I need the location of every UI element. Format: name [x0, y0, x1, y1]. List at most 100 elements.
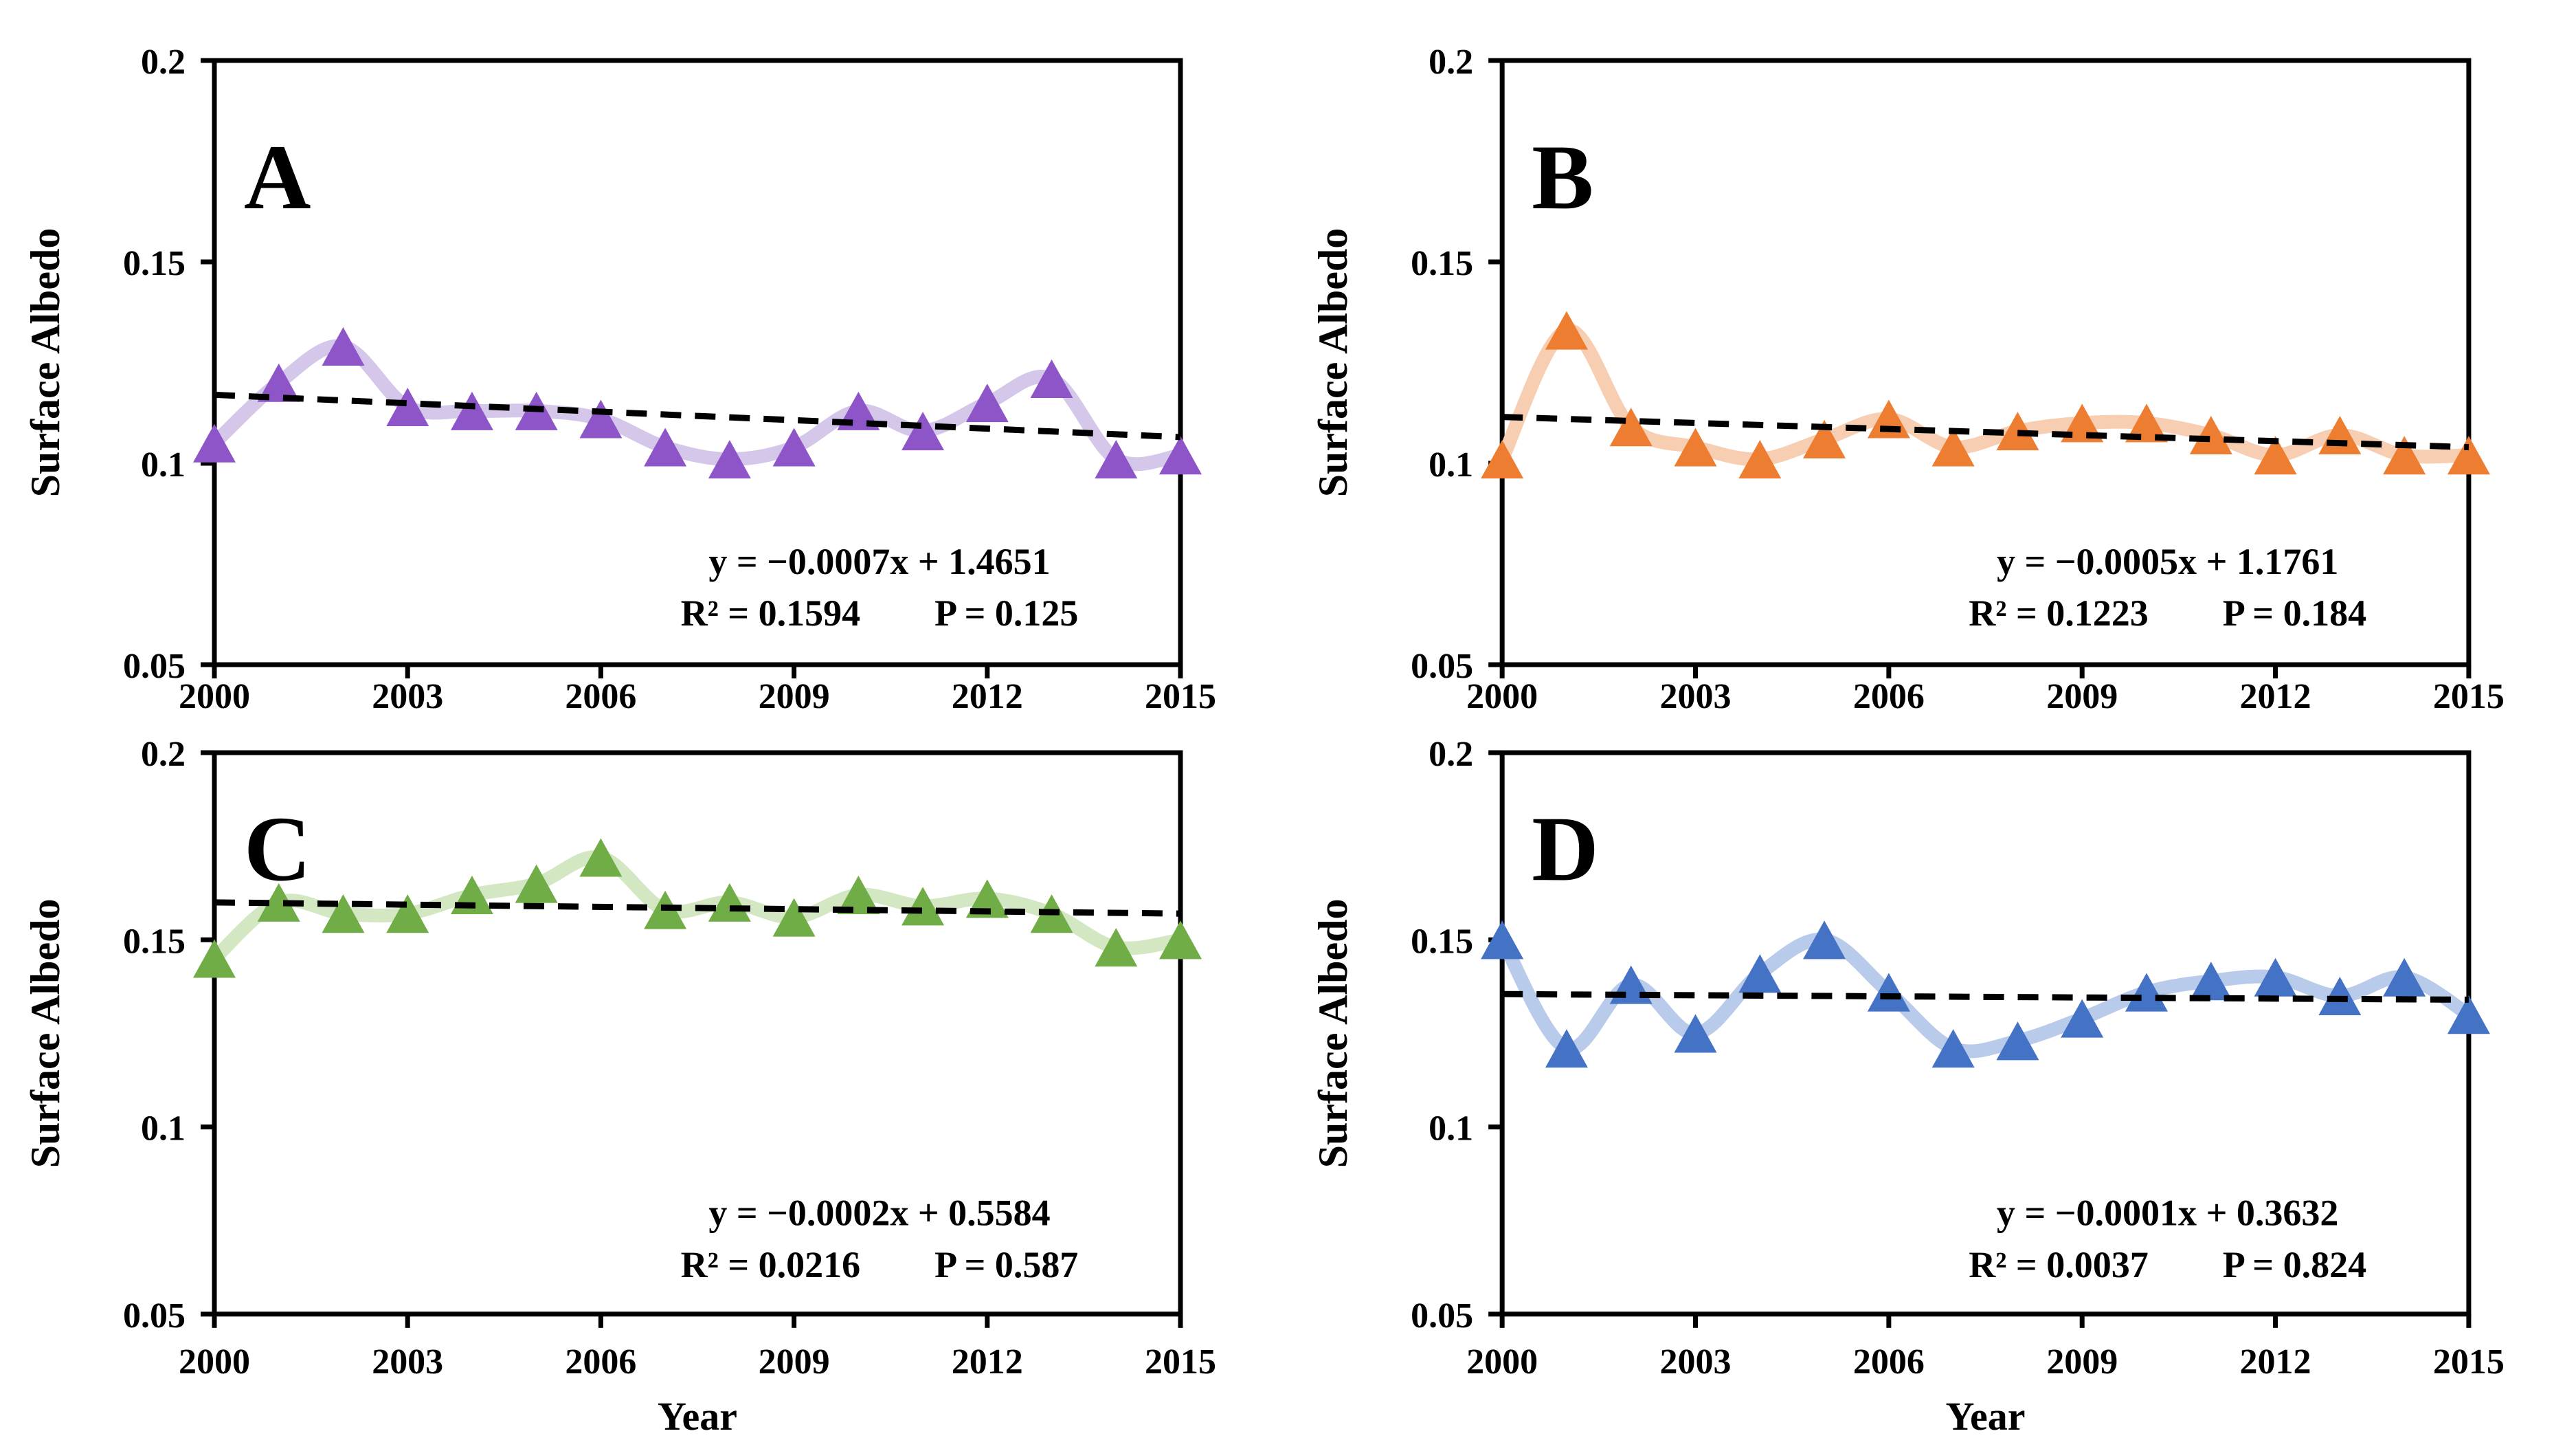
data-point-marker — [257, 883, 300, 922]
x-tick-label: 2000 — [179, 1342, 250, 1382]
r2-p-text: R² = 0.1594 P = 0.125 — [681, 592, 1079, 634]
x-tick-label: 2012 — [952, 1342, 1023, 1382]
data-point-marker — [837, 875, 880, 914]
equation-text: y = −0.0002x + 0.5584 — [708, 1193, 1050, 1234]
x-tick-label: 2003 — [372, 1342, 443, 1382]
data-point-marker — [1738, 954, 1782, 993]
x-tick-label: 2000 — [1466, 1342, 1538, 1382]
data-point-marker — [1159, 920, 1202, 960]
data-point-marker — [579, 838, 623, 877]
x-tick-label: 2006 — [1853, 677, 1925, 716]
y-tick-label: 0.15 — [1411, 244, 1473, 283]
data-point-marker — [708, 440, 751, 479]
plot-border — [212, 58, 1183, 667]
data-point-marker — [1481, 920, 1524, 960]
x-tick-label: 2006 — [565, 1342, 636, 1382]
y-axis-title: Surface Albedo — [1310, 228, 1356, 498]
series-line — [208, 339, 1187, 472]
data-point-marker — [2447, 995, 2490, 1034]
data-point-marker — [1931, 428, 1975, 467]
data-point-marker — [2383, 436, 2426, 475]
x-axis-title: Year — [658, 1394, 737, 1439]
data-point-marker — [2189, 962, 2232, 1001]
x-tick-label: 2009 — [759, 677, 830, 716]
x-tick-label: 2015 — [1145, 1342, 1216, 1382]
data-point-marker — [1159, 436, 1202, 475]
x-tick-label: 2012 — [2240, 677, 2311, 716]
data-point-marker — [1545, 1029, 1588, 1068]
data-point-marker — [1931, 1029, 1975, 1068]
y-tick-label: 0.2 — [141, 43, 186, 82]
x-tick-label: 2015 — [1145, 677, 1216, 716]
data-point-marker — [1095, 928, 1138, 967]
data-point-marker — [579, 399, 623, 439]
y-axis-title: Surface Albedo — [1310, 898, 1356, 1168]
panel-D-chart: 0.2 0.15 0.1 0.05 2000 2003 2006 2009 2012 2015 Su… — [1310, 735, 2505, 1439]
trend-line — [214, 899, 1181, 917]
y-tick-label: 0.1 — [1429, 445, 1473, 485]
data-point-marker — [322, 327, 365, 366]
data-point-marker — [2254, 957, 2297, 997]
trend-line — [1502, 990, 2469, 1003]
x-tick-label: 2006 — [565, 677, 636, 716]
data-point-marker — [901, 887, 945, 926]
y-axis-title: Surface Albedo — [23, 898, 68, 1168]
data-point-marker — [1545, 311, 1588, 350]
x-tick-label: 2009 — [2046, 1342, 2118, 1382]
y-tick-label: 0.05 — [1411, 647, 1473, 686]
x-tick-label: 2006 — [1853, 1342, 1925, 1382]
data-point-marker — [257, 363, 300, 402]
y-tick-label: 0.15 — [123, 244, 186, 283]
y-tick-label: 0.05 — [123, 1296, 186, 1336]
y-tick-label: 0.05 — [1411, 1296, 1473, 1336]
x-tick-label: 2003 — [1660, 1342, 1732, 1382]
y-tick-label: 0.15 — [123, 922, 186, 961]
equation-text: y = −0.0007x + 1.4651 — [708, 541, 1050, 582]
data-point-marker — [2189, 415, 2232, 454]
data-point-marker — [515, 864, 558, 903]
data-point-marker — [644, 428, 687, 467]
y-tick-label: 0.15 — [1411, 922, 1473, 961]
x-tick-label: 2003 — [372, 677, 443, 716]
panel-B: 0.2 0.15 0.1 0.05 2000 2003 2006 2009 2012 2015 Su… — [1288, 0, 2576, 720]
data-point-marker — [2447, 436, 2490, 475]
plot-border — [212, 750, 1183, 1317]
data-point-marker — [772, 428, 816, 467]
data-point-marker — [2125, 973, 2169, 1012]
trend-line — [1502, 414, 2469, 451]
data-point-marker — [1996, 1021, 2039, 1061]
y-tick-label: 0.05 — [123, 647, 186, 686]
data-point-marker — [2383, 957, 2426, 997]
data-point-marker — [2125, 403, 2169, 443]
data-point-marker — [2254, 436, 2297, 475]
trend-line — [214, 391, 1181, 441]
data-point-marker — [386, 894, 429, 933]
x-tick-label: 2012 — [2240, 1342, 2311, 1382]
panel-D: 0.2 0.15 0.1 0.05 2000 2003 2006 2009 2012 2015 Su… — [1288, 720, 2576, 1440]
data-point-marker — [708, 883, 751, 922]
y-tick-label: 0.1 — [141, 445, 186, 485]
x-tick-label: 2009 — [759, 1342, 830, 1382]
data-point-marker — [386, 387, 429, 426]
data-point-marker — [2061, 999, 2104, 1038]
y-tick-label: 0.2 — [141, 735, 186, 774]
data-point-marker — [322, 894, 365, 933]
panel-letter: C — [244, 798, 311, 900]
equation-text: y = −0.0001x + 0.3632 — [1997, 1193, 2339, 1234]
data-point-marker — [1738, 440, 1782, 479]
r2-p-text: R² = 0.0037 P = 0.824 — [1969, 1244, 2366, 1285]
y-tick-label: 0.1 — [141, 1109, 186, 1149]
x-tick-label: 2003 — [1660, 677, 1732, 716]
data-point-marker — [1674, 428, 1717, 467]
panel-letter: D — [1532, 798, 1599, 900]
panel-C-chart: 0.2 0.15 0.1 0.05 2000 2003 2006 2009 2012 2015 Su… — [23, 735, 1216, 1439]
series-line — [208, 850, 1187, 966]
x-tick-label: 2000 — [179, 677, 250, 716]
x-axis-title: Year — [1946, 1394, 2026, 1439]
x-tick-label: 2012 — [952, 677, 1023, 716]
data-point-marker — [193, 939, 236, 978]
data-point-marker — [1609, 408, 1653, 447]
x-tick-label: 2015 — [2433, 1342, 2505, 1382]
data-point-marker — [1030, 359, 1073, 398]
